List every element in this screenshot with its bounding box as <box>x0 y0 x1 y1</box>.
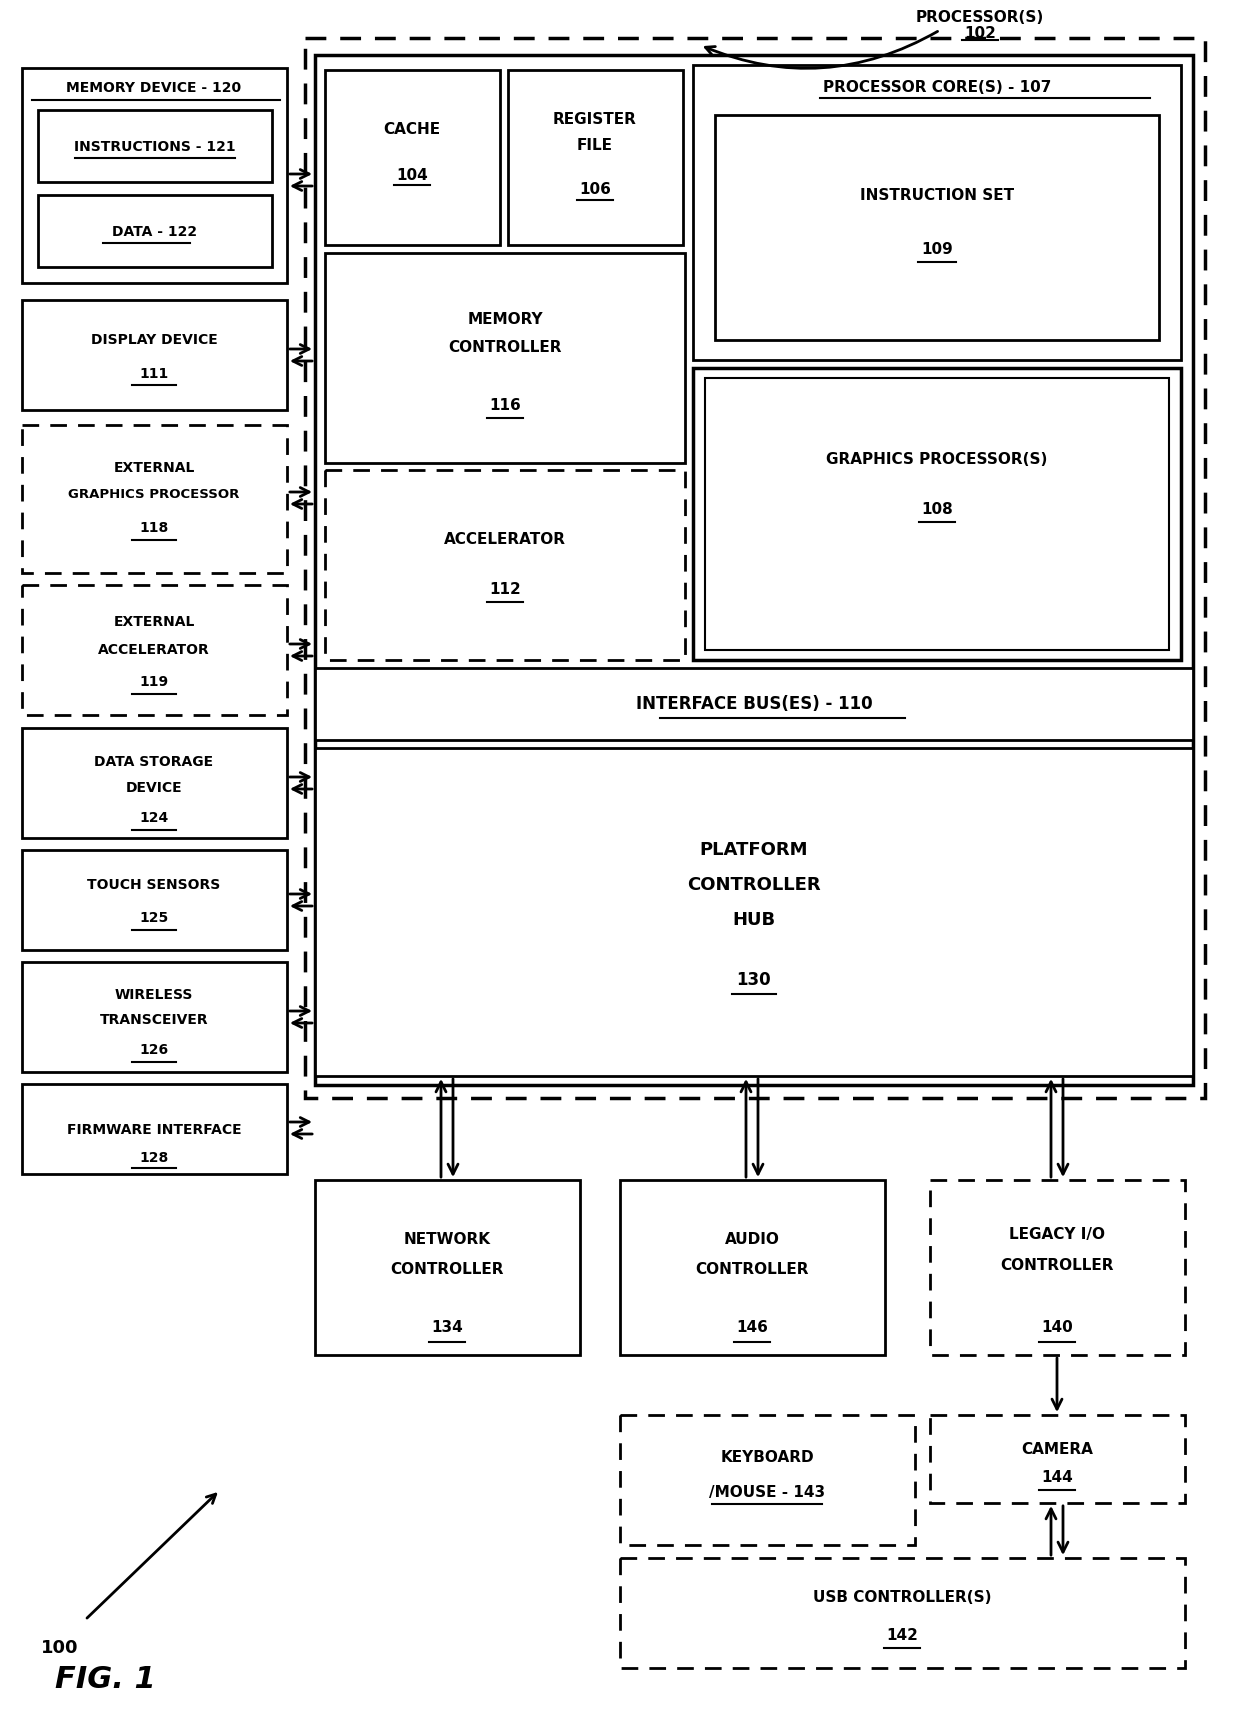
Text: 126: 126 <box>139 1043 169 1057</box>
Text: ACCELERATOR: ACCELERATOR <box>98 644 210 657</box>
Text: TOUCH SENSORS: TOUCH SENSORS <box>87 879 221 893</box>
Text: 104: 104 <box>396 168 428 182</box>
Text: INSTRUCTION SET: INSTRUCTION SET <box>859 187 1014 202</box>
Text: TRANSCEIVER: TRANSCEIVER <box>99 1014 208 1028</box>
Text: DATA - 122: DATA - 122 <box>113 225 197 239</box>
Bar <box>22 67 286 284</box>
Bar <box>693 66 1180 360</box>
Bar <box>693 368 1180 661</box>
Text: 134: 134 <box>432 1320 463 1336</box>
Text: 108: 108 <box>921 502 952 517</box>
Bar <box>22 728 286 837</box>
Text: 118: 118 <box>139 521 169 535</box>
Text: HUB: HUB <box>733 912 775 929</box>
Text: ACCELERATOR: ACCELERATOR <box>444 533 565 547</box>
Text: EXTERNAL: EXTERNAL <box>113 460 195 476</box>
Bar <box>22 962 286 1073</box>
Text: GRAPHICS PROCESSOR(S): GRAPHICS PROCESSOR(S) <box>826 453 1048 467</box>
Text: 140: 140 <box>1042 1320 1073 1336</box>
Bar <box>930 1180 1185 1355</box>
Text: DATA STORAGE: DATA STORAGE <box>94 754 213 770</box>
Bar <box>508 69 683 246</box>
Text: 146: 146 <box>737 1320 768 1336</box>
Text: FILE: FILE <box>577 137 613 152</box>
Bar <box>315 747 1193 1076</box>
Text: NETWORK: NETWORK <box>403 1232 491 1247</box>
Text: CONTROLLER: CONTROLLER <box>391 1263 503 1277</box>
Text: MEMORY: MEMORY <box>467 313 543 327</box>
Text: CAMERA: CAMERA <box>1021 1443 1092 1457</box>
Text: CONTROLLER: CONTROLLER <box>448 341 562 355</box>
Text: LEGACY I/O: LEGACY I/O <box>1009 1228 1105 1242</box>
Text: 109: 109 <box>921 242 952 258</box>
Bar <box>325 471 684 661</box>
Text: CONTROLLER: CONTROLLER <box>1001 1258 1114 1273</box>
Text: CONTROLLER: CONTROLLER <box>687 875 821 894</box>
Text: USB CONTROLLER(S): USB CONTROLLER(S) <box>812 1590 991 1605</box>
Text: WIRELESS: WIRELESS <box>115 988 193 1002</box>
Text: 144: 144 <box>1042 1470 1073 1486</box>
Text: /MOUSE - 143: /MOUSE - 143 <box>709 1484 825 1500</box>
Bar <box>22 585 286 714</box>
Bar <box>325 69 500 246</box>
Text: 124: 124 <box>139 811 169 825</box>
Text: CONTROLLER: CONTROLLER <box>696 1263 808 1277</box>
Text: 142: 142 <box>887 1628 918 1643</box>
Text: GRAPHICS PROCESSOR: GRAPHICS PROCESSOR <box>68 488 239 500</box>
Text: 116: 116 <box>489 398 521 412</box>
Text: REGISTER: REGISTER <box>553 112 637 128</box>
Bar <box>22 1085 286 1175</box>
Bar <box>305 38 1205 1099</box>
Bar <box>22 299 286 410</box>
Bar <box>22 849 286 950</box>
Text: PROCESSOR(S): PROCESSOR(S) <box>916 10 1044 26</box>
Bar <box>620 1415 915 1545</box>
Text: EXTERNAL: EXTERNAL <box>113 614 195 630</box>
Text: MEMORY DEVICE - 120: MEMORY DEVICE - 120 <box>67 81 242 95</box>
Bar <box>315 1180 580 1355</box>
Text: AUDIO: AUDIO <box>724 1232 780 1247</box>
Bar <box>315 668 1193 740</box>
Text: PLATFORM: PLATFORM <box>699 841 808 860</box>
FancyArrowPatch shape <box>706 31 937 69</box>
Text: 130: 130 <box>737 971 771 990</box>
Text: INSTRUCTIONS - 121: INSTRUCTIONS - 121 <box>74 140 236 154</box>
Bar <box>325 253 684 464</box>
Text: CACHE: CACHE <box>383 123 440 137</box>
Bar <box>715 114 1159 341</box>
Bar <box>620 1180 885 1355</box>
Bar <box>620 1559 1185 1668</box>
Text: 111: 111 <box>139 367 169 381</box>
Text: 119: 119 <box>139 675 169 689</box>
Text: 102: 102 <box>963 26 996 42</box>
Text: DEVICE: DEVICE <box>125 780 182 796</box>
Text: 106: 106 <box>579 182 611 197</box>
Text: 125: 125 <box>139 912 169 926</box>
Text: INTERFACE BUS(ES) - 110: INTERFACE BUS(ES) - 110 <box>636 695 872 713</box>
Text: PROCESSOR CORE(S) - 107: PROCESSOR CORE(S) - 107 <box>823 81 1052 95</box>
Bar <box>38 111 272 182</box>
Bar <box>706 377 1169 650</box>
Bar <box>930 1415 1185 1503</box>
Bar <box>22 426 286 573</box>
Text: 112: 112 <box>489 583 521 597</box>
Bar <box>315 55 1193 1085</box>
Text: 128: 128 <box>139 1150 169 1164</box>
Text: FIRMWARE INTERFACE: FIRMWARE INTERFACE <box>67 1123 242 1137</box>
Text: 100: 100 <box>41 1638 79 1657</box>
Text: DISPLAY DEVICE: DISPLAY DEVICE <box>91 332 217 348</box>
Text: KEYBOARD: KEYBOARD <box>720 1450 813 1465</box>
Bar <box>38 195 272 266</box>
Text: FIG. 1: FIG. 1 <box>55 1666 156 1694</box>
